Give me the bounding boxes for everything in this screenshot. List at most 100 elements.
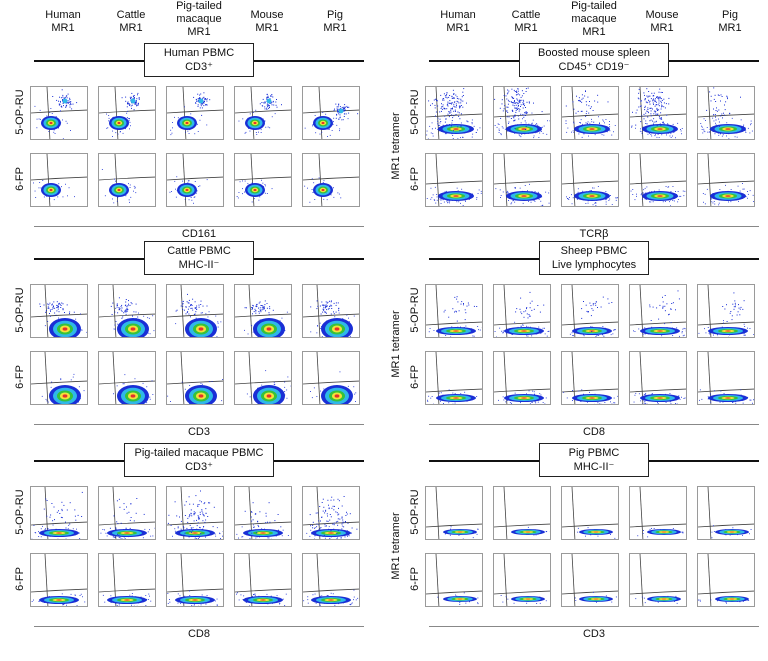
density-plot — [167, 154, 223, 206]
density-plot — [698, 154, 754, 206]
density-plot — [167, 87, 223, 139]
gate-line-vertical — [639, 554, 644, 606]
x-axis-line — [429, 626, 759, 627]
density-plot — [99, 554, 155, 606]
row-label: 6-FP — [409, 365, 421, 389]
gate-line-horizontal — [167, 380, 223, 385]
panel-subtitle: MHC-II⁻ — [573, 461, 615, 473]
panel-subtitle: Live lymphocytes — [551, 259, 637, 271]
density-contour — [266, 327, 272, 331]
gate-line-vertical — [571, 154, 576, 206]
column-header: Pig MR1 — [718, 9, 742, 34]
flow-plot — [629, 486, 687, 540]
density-contour — [453, 397, 459, 399]
panel-title: Human PBMC — [163, 47, 235, 59]
flow-plot — [493, 86, 551, 140]
density-contour — [62, 98, 68, 104]
flow-plot — [234, 284, 292, 338]
gate-line-horizontal — [698, 523, 754, 528]
gate-line-horizontal — [630, 388, 686, 393]
flow-plot — [561, 486, 619, 540]
gate-line-horizontal — [303, 380, 359, 385]
density-plot — [698, 554, 754, 606]
x-axis-label: CD8 — [582, 426, 605, 438]
row-label: 6-FP — [409, 167, 421, 191]
gate-line-horizontal — [426, 321, 482, 326]
density-contour — [525, 531, 531, 533]
flow-plot — [629, 86, 687, 140]
density-plot — [99, 87, 155, 139]
density-plot — [31, 154, 87, 206]
flow-plot — [629, 553, 687, 607]
flow-plot — [697, 486, 755, 540]
density-contour — [62, 327, 68, 331]
panel-title-box: Boosted mouse spleen CD45⁺ CD19⁻ — [519, 43, 669, 77]
density-contour — [589, 330, 595, 332]
x-axis-line — [34, 424, 364, 425]
gate-line-horizontal — [630, 180, 686, 185]
gate-line-horizontal — [562, 113, 618, 118]
density-contour — [453, 128, 459, 130]
gate-line-horizontal — [698, 180, 754, 185]
density-plot — [99, 154, 155, 206]
flow-plot — [561, 86, 619, 140]
density-plot — [235, 87, 291, 139]
row-label: 5-OP-RU — [14, 287, 26, 333]
gate-line-vertical — [44, 352, 49, 404]
gate-line-horizontal — [426, 523, 482, 528]
density-contour — [457, 531, 463, 533]
gate-line-horizontal — [494, 590, 550, 595]
gate-line-vertical — [503, 487, 508, 539]
gate-line-horizontal — [303, 521, 359, 526]
density-plot — [31, 487, 87, 539]
density-plot — [235, 285, 291, 337]
density-plot — [630, 554, 686, 606]
gate-line-horizontal — [235, 588, 291, 593]
flow-plot — [166, 86, 224, 140]
flow-plot — [234, 553, 292, 607]
density-plot — [303, 285, 359, 337]
panel-subtitle: CD3⁺ — [185, 61, 213, 73]
gate-line-vertical — [318, 154, 323, 206]
row-label: 6-FP — [14, 365, 26, 389]
density-contour — [589, 128, 595, 130]
panel-subtitle: CD45⁺ CD19⁻ — [558, 61, 630, 73]
gate-line-horizontal — [698, 321, 754, 326]
density-plot — [426, 554, 482, 606]
density-plot — [562, 487, 618, 539]
panel-subtitle: CD3⁺ — [185, 461, 213, 473]
density-plot — [167, 487, 223, 539]
density-contour — [130, 394, 136, 398]
density-plot — [235, 154, 291, 206]
gate-line-vertical — [114, 154, 119, 206]
flow-plot — [166, 351, 224, 405]
flow-plot — [98, 86, 156, 140]
density-contour — [117, 121, 121, 125]
row-label: 6-FP — [409, 567, 421, 591]
flow-plot — [493, 153, 551, 207]
density-contour — [321, 188, 325, 192]
gate-line-horizontal — [167, 176, 223, 181]
density-plot — [698, 352, 754, 404]
x-axis-label: CD3 — [582, 628, 605, 640]
density-plot — [31, 285, 87, 337]
density-plot — [698, 87, 754, 139]
flow-plot — [30, 86, 88, 140]
density-plot — [426, 487, 482, 539]
density-contour — [521, 330, 527, 332]
density-contour — [725, 397, 731, 399]
density-plot — [426, 285, 482, 337]
gate-line-vertical — [503, 554, 508, 606]
gate-line-horizontal — [31, 380, 87, 385]
density-plot — [562, 285, 618, 337]
gate-line-vertical — [112, 352, 117, 404]
gate-line-vertical — [639, 87, 644, 139]
density-contour — [593, 531, 599, 533]
density-contour — [260, 599, 266, 601]
column-header: Pig-tailed macaque MR1 — [571, 0, 617, 38]
flow-plot — [98, 351, 156, 405]
density-contour — [56, 599, 62, 601]
column-header: Human MR1 — [440, 9, 476, 34]
density-plot — [167, 285, 223, 337]
density-plot — [630, 352, 686, 404]
